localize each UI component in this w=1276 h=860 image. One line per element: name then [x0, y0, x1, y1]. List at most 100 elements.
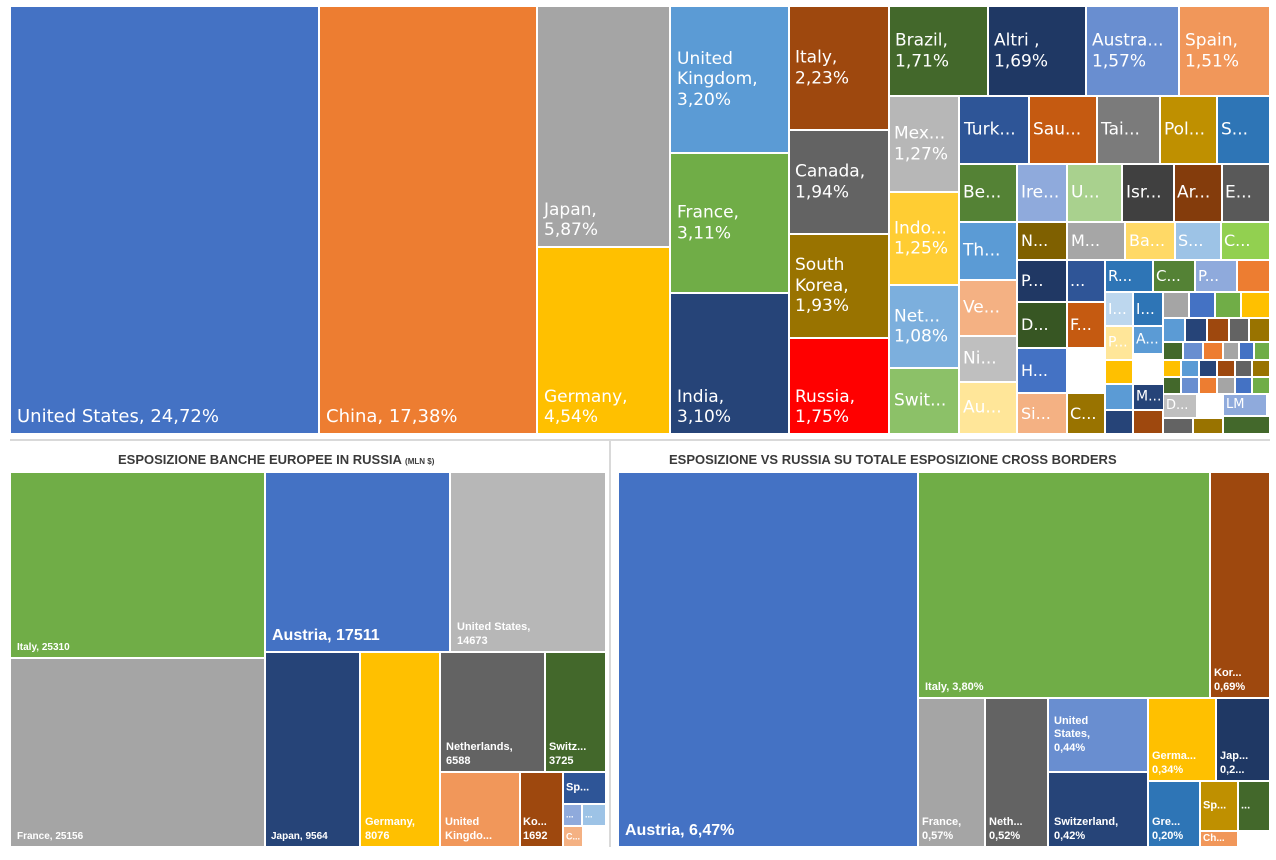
world-tile-label: Austra... 1,57% — [1092, 30, 1164, 71]
world-mini-tile — [1239, 342, 1254, 360]
world-tile: China, 17,38% — [319, 6, 537, 434]
eu-banks-tile-label: United States, 14673 — [457, 621, 531, 647]
eu-banks-tile-label: ... — [585, 809, 593, 820]
world-mini-tile — [1163, 360, 1181, 377]
world-tile-label: Spain, 1,51% — [1185, 30, 1240, 71]
world-tile: Turk... — [959, 96, 1029, 164]
world-tile: Ar... — [1174, 164, 1222, 222]
world-tile-label: Ni... — [963, 348, 997, 369]
world-tile: Ni... — [959, 336, 1017, 382]
world-tile: H... — [1017, 348, 1067, 393]
cross-borders-treemap: Austria, 6,47% Italy, 3,80% Kor... 0,69% Fr… — [618, 472, 1270, 847]
eu-banks-tile: C... — [563, 826, 583, 847]
world-mini-tile — [1163, 377, 1181, 394]
world-tile-label: China, 17,38% — [326, 406, 458, 428]
world-tile-label: Brazil, 1,71% — [895, 30, 950, 71]
world-mini-tile — [1229, 318, 1249, 342]
world-mini-tile — [1207, 318, 1229, 342]
world-tile: D... — [1163, 394, 1197, 418]
world-tile: Pol... — [1160, 96, 1217, 164]
world-tile: Japan, 5,87% — [537, 6, 670, 247]
world-tile: N... — [1017, 222, 1067, 260]
world-tile: United Kingdom, 3,20% — [670, 6, 789, 153]
world-tile: Russia, 1,75% — [789, 338, 889, 434]
world-tile-label: Ba... — [1129, 231, 1166, 251]
world-tile-label: France, 3,11% — [677, 202, 739, 243]
eu-banks-tile: France, 25156 — [10, 658, 265, 847]
world-tile-label: India, 3,10% — [677, 386, 732, 428]
world-tile-label: Altri , 1,69% — [994, 30, 1049, 71]
world-tile: Si... — [1017, 393, 1067, 434]
world-tile-label: N... — [1021, 231, 1049, 251]
cross-border-tile: Austria, 6,47% — [618, 472, 918, 847]
cross-border-tile-label: Gre... 0,20% — [1152, 816, 1184, 842]
world-tile-label: M... — [1136, 388, 1162, 405]
world-tile-label: C... — [1070, 403, 1097, 423]
eu-banks-tile: Austria, 17511 — [265, 472, 450, 652]
world-tile: Ve... — [959, 280, 1017, 336]
world-tile-label: P... — [1198, 266, 1220, 285]
world-tile: Brazil, 1,71% — [889, 6, 988, 96]
world-tile: Tai... — [1097, 96, 1160, 164]
cross-border-tile: Kor... 0,69% — [1210, 472, 1270, 698]
cross-border-tile-label: Neth... 0,52% — [989, 816, 1023, 842]
world-tile: Sau... — [1029, 96, 1097, 164]
world-tile-label: Sau... — [1033, 119, 1082, 140]
world-tile: Net... 1,08% — [889, 285, 959, 368]
world-tile: D... — [1017, 302, 1067, 348]
world-tile-label: Isr... — [1126, 182, 1162, 203]
world-mini-tile — [1185, 318, 1207, 342]
world-tile: A... — [1133, 326, 1163, 354]
cross-border-tile: Neth... 0,52% — [985, 698, 1048, 847]
world-tile: Isr... — [1122, 164, 1174, 222]
world-treemap: United States, 24,72% China, 17,38% Japan,… — [10, 6, 1270, 434]
world-mini-tile — [1199, 377, 1217, 394]
chart-unit: (MLN $) — [405, 457, 435, 466]
world-tile-label: R... — [1108, 266, 1133, 285]
world-tile-label: Turk... — [964, 119, 1016, 140]
world-tile-label: Canada, 1,94% — [795, 161, 866, 202]
world-tile: France, 3,11% — [670, 153, 789, 293]
world-tile: E... — [1222, 164, 1270, 222]
cross-border-tile: Italy, 3,80% — [918, 472, 1210, 698]
world-tile: Th... — [959, 222, 1017, 280]
eu-banks-tile-label: ... — [566, 809, 574, 820]
world-tile: P... — [1195, 260, 1237, 292]
eu-banks-tile-label: Netherlands, 6588 — [446, 741, 513, 767]
world-tile: R... — [1105, 260, 1153, 292]
world-tile: Canada, 1,94% — [789, 130, 889, 234]
world-mini-tile — [1249, 318, 1270, 342]
world-tile: Ba... — [1125, 222, 1175, 260]
chart-title-european-banks: ESPOSIZIONE BANCHE EUROPEE IN RUSSIA (ML… — [118, 452, 435, 467]
cross-border-tile: ... — [1238, 781, 1270, 831]
world-mini-tile — [1237, 260, 1270, 292]
world-tile-label: H... — [1021, 360, 1049, 380]
world-tile: U... — [1067, 164, 1122, 222]
world-tile-label: Pol... — [1164, 119, 1205, 140]
world-tile: F... — [1067, 302, 1105, 348]
eu-banks-tile-label: Austria, 17511 — [272, 627, 380, 645]
world-tile: LM — [1223, 394, 1267, 416]
world-tile: I... — [1105, 292, 1133, 326]
world-tile-label: South Korea, 1,93% — [795, 254, 850, 317]
world-mini-tile — [1252, 377, 1270, 394]
cross-border-tile-label: Jap... 0,2... — [1220, 750, 1249, 776]
world-mini-tile — [1223, 342, 1239, 360]
world-mini-tile — [1133, 410, 1163, 434]
panel-divider-vertical — [609, 441, 611, 847]
world-tile: Ire... — [1017, 164, 1067, 222]
eu-banks-tile-label: C... — [566, 831, 581, 842]
eu-banks-tile-label: Germany, 8076 — [365, 816, 415, 842]
eu-banks-tile: Sp... — [563, 772, 606, 804]
eu-banks-tile-label: Italy, 25310 — [17, 641, 70, 653]
world-tile: Mex... 1,27% — [889, 96, 959, 192]
eu-banks-tile-label: France, 25156 — [17, 830, 84, 842]
panel-divider — [10, 439, 1270, 441]
cross-border-tile-label: United States, 0,44% — [1054, 714, 1091, 754]
world-tile: Be... — [959, 164, 1017, 222]
world-tile-label: Net... 1,08% — [894, 305, 949, 347]
world-tile-label: Ve... — [963, 297, 1000, 318]
cross-border-tile: Germa... 0,34% — [1148, 698, 1216, 781]
world-tile: United States, 24,72% — [10, 6, 319, 434]
world-tile: Altri , 1,69% — [988, 6, 1086, 96]
